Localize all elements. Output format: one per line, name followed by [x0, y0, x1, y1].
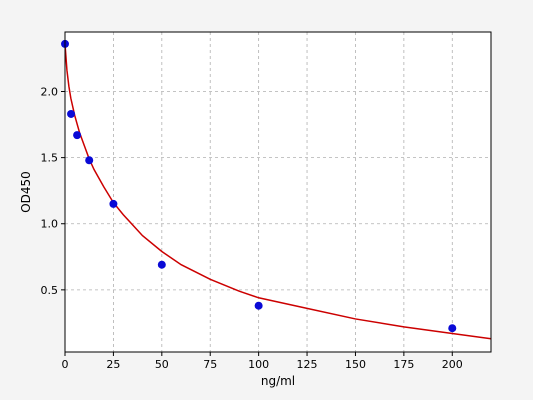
data-point	[254, 301, 263, 310]
y-axis-label: OD450	[19, 171, 33, 213]
x-tick-label: 75	[203, 358, 217, 371]
data-point	[109, 199, 118, 208]
data-point	[157, 260, 166, 269]
x-tick-label: 175	[393, 358, 414, 371]
fit-curve-line	[64, 43, 492, 340]
data-point	[73, 131, 82, 140]
y-tick-label: 1.5	[41, 152, 59, 165]
x-axis-label: ng/ml	[261, 374, 295, 388]
grid-lines	[64, 32, 491, 352]
data-point	[85, 156, 94, 165]
x-tick-label: 50	[155, 358, 169, 371]
x-tick-label: 25	[106, 358, 120, 371]
y-tick-label: 1.0	[41, 218, 59, 231]
x-tick-label: 0	[62, 358, 69, 371]
x-tick-label: 150	[345, 358, 366, 371]
data-point	[448, 324, 457, 333]
y-tick-label: 2.0	[41, 86, 59, 99]
plot-area	[65, 32, 491, 352]
tick-labels: 0 25 50 75 100 125 150 175 200 0.5 1.0 1.5 2.0	[41, 86, 463, 371]
x-tick-label: 100	[248, 358, 269, 371]
axis-ticks	[61, 91, 453, 356]
x-tick-label: 200	[442, 358, 463, 371]
x-tick-label: 125	[297, 358, 318, 371]
y-tick-label: 0.5	[41, 284, 59, 297]
data-point	[67, 109, 76, 118]
data-points	[61, 39, 457, 333]
plot-frame	[64, 31, 492, 353]
